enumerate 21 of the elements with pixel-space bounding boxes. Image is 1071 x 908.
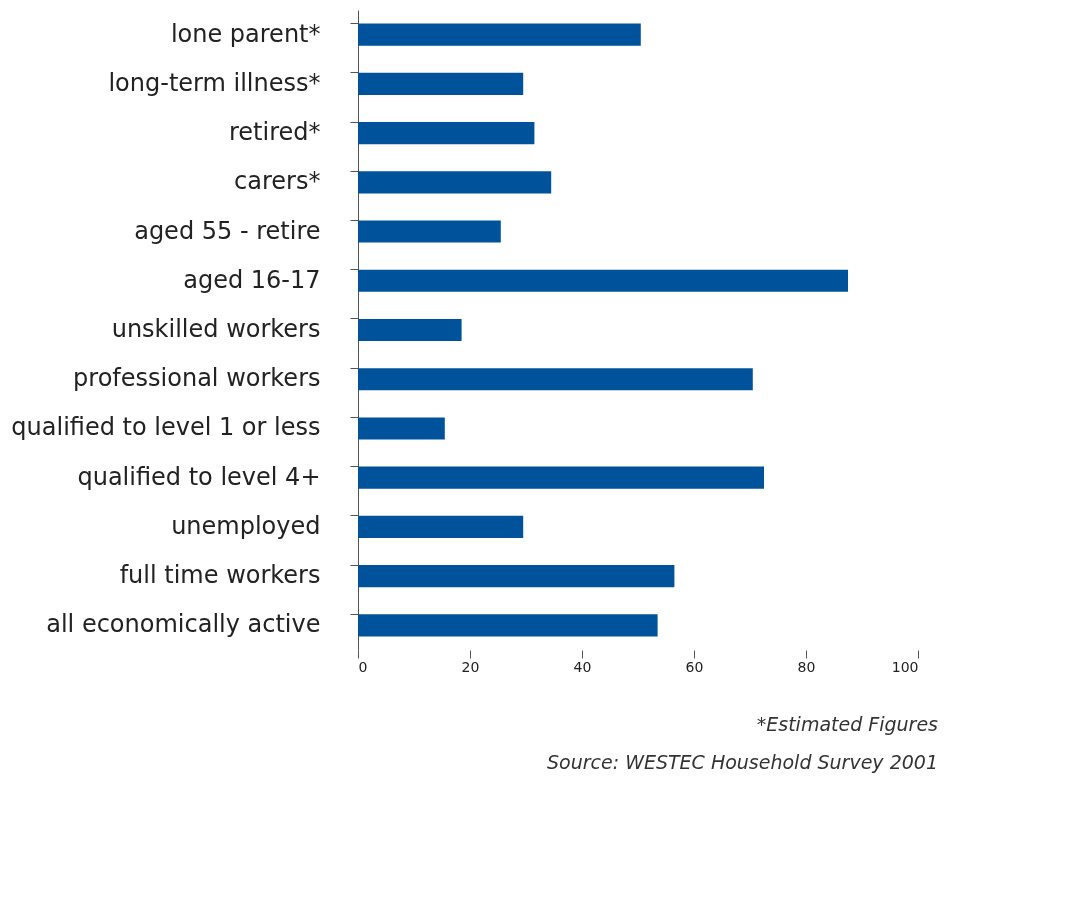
x-tick-label: 20 [461,658,480,675]
y-tick-label: carers* [234,167,321,196]
x-tick-label: 0 [358,658,368,675]
y-tick-label: qualified to level 4+ [77,462,321,491]
x-tick-label: 80 [797,658,816,675]
y-tick-label: all economically active [46,610,321,639]
y-tick-label: lone parent* [170,19,321,48]
y-tick-label: aged 55 - retire [134,216,321,245]
y-tick-label: unskilled workers [111,315,321,343]
source-note: Source: WESTEC Household Survey 2001 [547,751,938,773]
x-tick-label: 100 [891,658,919,675]
x-tick-label: 60 [685,658,704,675]
y-tick-label: unemployed [171,511,321,540]
y-tick-label: full time workers [119,561,321,590]
y-tick-label: professional workers [73,364,321,393]
y-tick-label: retired* [228,118,321,147]
text: *Estimated Figures [756,713,939,735]
y-tick-label: qualified to level 1 or less [11,413,321,442]
x-tick-label: 40 [573,658,592,675]
y-tick-label: long-term illness* [108,68,321,97]
y-tick-label: aged 16-17 [183,265,321,294]
